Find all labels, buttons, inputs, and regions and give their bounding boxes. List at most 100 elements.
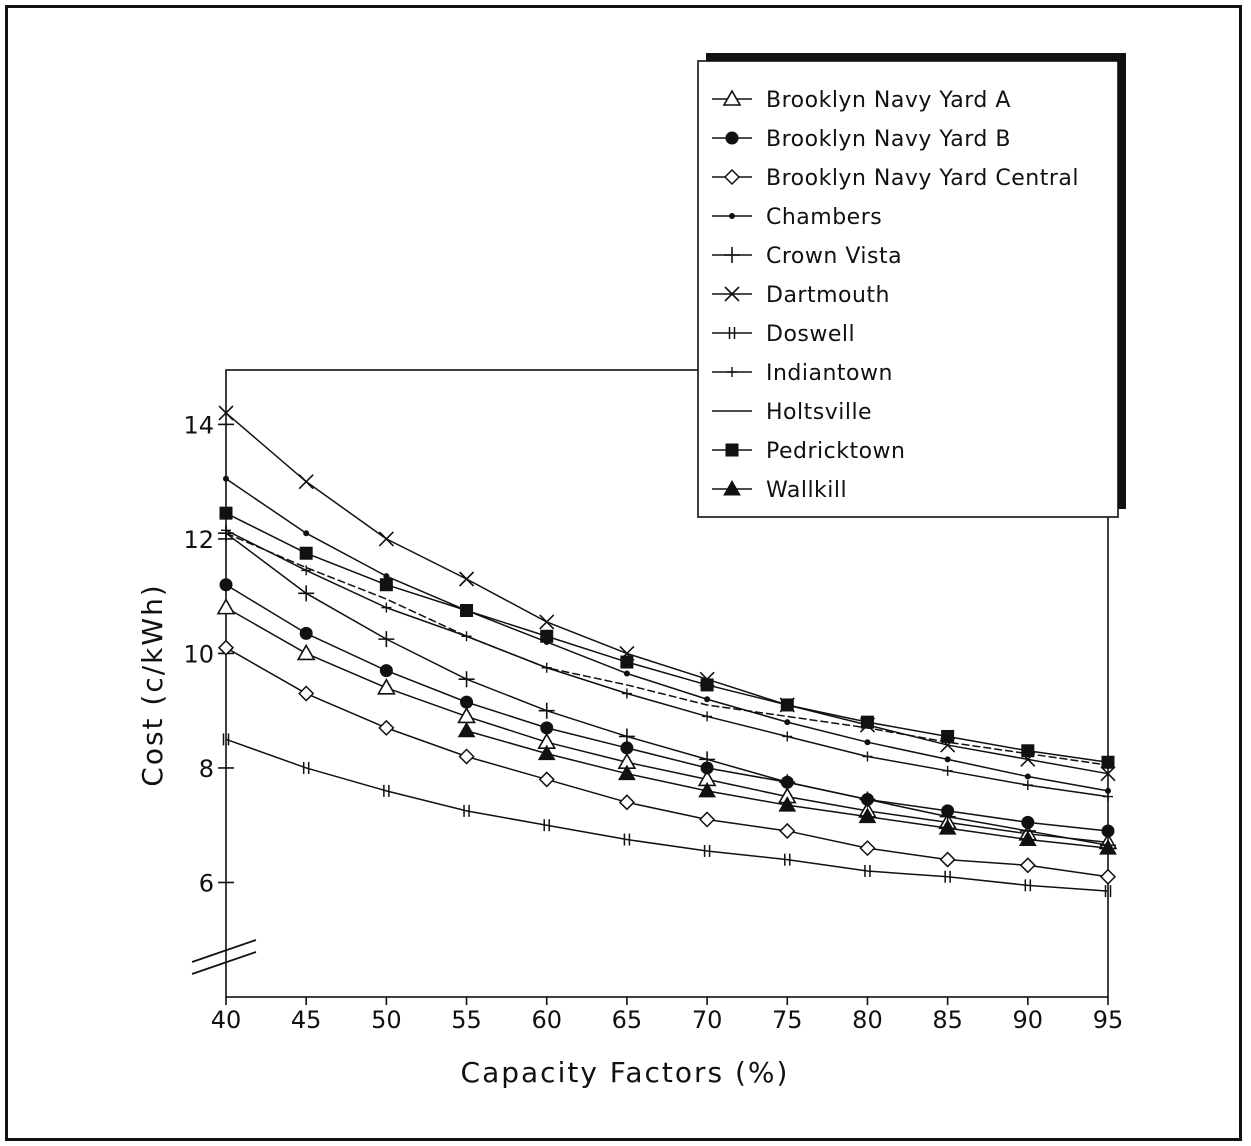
legend-marker — [725, 443, 739, 457]
data-point — [1024, 879, 1032, 892]
legend-label: Brooklyn Navy Yard A — [766, 88, 1011, 113]
plot-area — [225, 369, 1109, 998]
data-point — [461, 631, 472, 642]
data-point — [540, 629, 554, 643]
series-line — [225, 647, 1109, 878]
data-point — [782, 731, 793, 742]
data-point — [217, 639, 235, 656]
series-line — [225, 532, 1109, 766]
x-tick-label: 85 — [932, 1006, 963, 1034]
y-tick-label: 14 — [183, 411, 214, 439]
data-point — [1100, 766, 1116, 782]
data-point — [543, 819, 550, 832]
legend-label: Indiantown — [766, 361, 893, 386]
series-holtsville — [225, 532, 1109, 766]
data-point — [1021, 815, 1035, 829]
legend-marker — [727, 367, 737, 377]
data-point — [699, 751, 716, 768]
x-tick-label: 45 — [291, 1006, 322, 1034]
x-axis-label: Capacity Factors (%) — [461, 1056, 790, 1089]
data-point — [698, 781, 716, 798]
series-layer — [216, 405, 1118, 898]
data-point — [858, 807, 877, 824]
data-point — [618, 764, 636, 781]
data-point — [539, 614, 555, 630]
legend-marker — [725, 131, 739, 145]
data-point — [457, 706, 476, 724]
data-point — [780, 698, 794, 712]
data-point — [618, 728, 635, 745]
data-point — [623, 670, 630, 677]
data-point — [939, 851, 956, 868]
data-point — [219, 578, 233, 592]
axes: 6 8 10 12 14 40 45 50 55 60 65 70 75 80 85 90 95 — [183, 369, 1123, 1034]
data-point — [538, 771, 555, 788]
legend-marker — [723, 479, 741, 496]
series-line — [225, 584, 1109, 832]
legend-label: Brooklyn Navy Yard Central — [766, 166, 1079, 191]
data-point — [223, 475, 229, 482]
legend-label: Chambers — [766, 205, 882, 230]
chart-frame — [5, 5, 1242, 1141]
legend-entry: Pedricktown — [712, 439, 905, 464]
data-point — [944, 870, 951, 883]
legend-marker — [724, 247, 740, 263]
data-point — [699, 811, 716, 828]
x-tick-label: 55 — [451, 1006, 482, 1034]
y-axis-label: Cost (c/kWh) — [136, 583, 169, 786]
data-point — [1022, 780, 1033, 791]
data-point — [216, 598, 236, 615]
y-tick-label: 12 — [183, 526, 214, 554]
x-tick-label: 65 — [612, 1006, 643, 1034]
data-point — [1099, 839, 1117, 855]
data-point — [942, 765, 953, 776]
x-tick-label: 75 — [772, 1006, 803, 1034]
data-point — [864, 865, 871, 878]
data-point — [1101, 755, 1115, 769]
legend-entry: Doswell — [712, 322, 855, 347]
data-point — [538, 702, 555, 719]
y-tick-label: 10 — [183, 640, 214, 668]
data-point — [219, 506, 233, 520]
data-point — [457, 721, 476, 738]
series-brooklyn-navy-yard-central — [217, 639, 1117, 885]
data-point — [463, 804, 470, 817]
data-point — [296, 643, 316, 661]
series-doswell — [222, 733, 1112, 898]
series-line — [225, 738, 1109, 892]
legend-marker — [723, 168, 741, 186]
series-indiantown — [221, 525, 1113, 802]
series-wallkill — [457, 721, 1117, 855]
data-point — [778, 796, 797, 812]
legend-entry: Wallkill — [712, 478, 847, 503]
data-point — [537, 744, 556, 761]
legend-label: Doswell — [766, 322, 855, 347]
legend-entry: Chambers — [712, 205, 882, 230]
data-point — [702, 711, 713, 722]
data-point — [944, 756, 951, 763]
data-point — [383, 784, 390, 797]
series-line — [225, 532, 1109, 846]
data-point — [378, 631, 395, 648]
data-point — [700, 678, 714, 692]
data-point — [458, 671, 475, 688]
data-point — [301, 565, 312, 576]
data-point — [1099, 868, 1117, 885]
data-point — [302, 761, 310, 774]
data-point — [703, 844, 711, 857]
legend-entry: Dartmouth — [712, 283, 890, 308]
legend-box — [697, 60, 1119, 518]
data-point — [779, 774, 796, 791]
data-point — [779, 822, 796, 840]
legend-entry: Brooklyn Navy Yard Central — [712, 166, 1079, 191]
data-point — [383, 573, 390, 580]
series-pedricktown — [219, 506, 1115, 769]
data-point — [540, 721, 554, 735]
series-brooklyn-navy-yard-b — [219, 578, 1115, 838]
legend: Brooklyn Navy Yard A Brooklyn Navy Yard B… — [697, 53, 1126, 518]
legend-entry: Crown Vista — [712, 244, 902, 269]
data-point — [299, 546, 313, 560]
legend-label: Dartmouth — [766, 283, 890, 308]
legend-label: Brooklyn Navy Yard B — [766, 127, 1011, 152]
